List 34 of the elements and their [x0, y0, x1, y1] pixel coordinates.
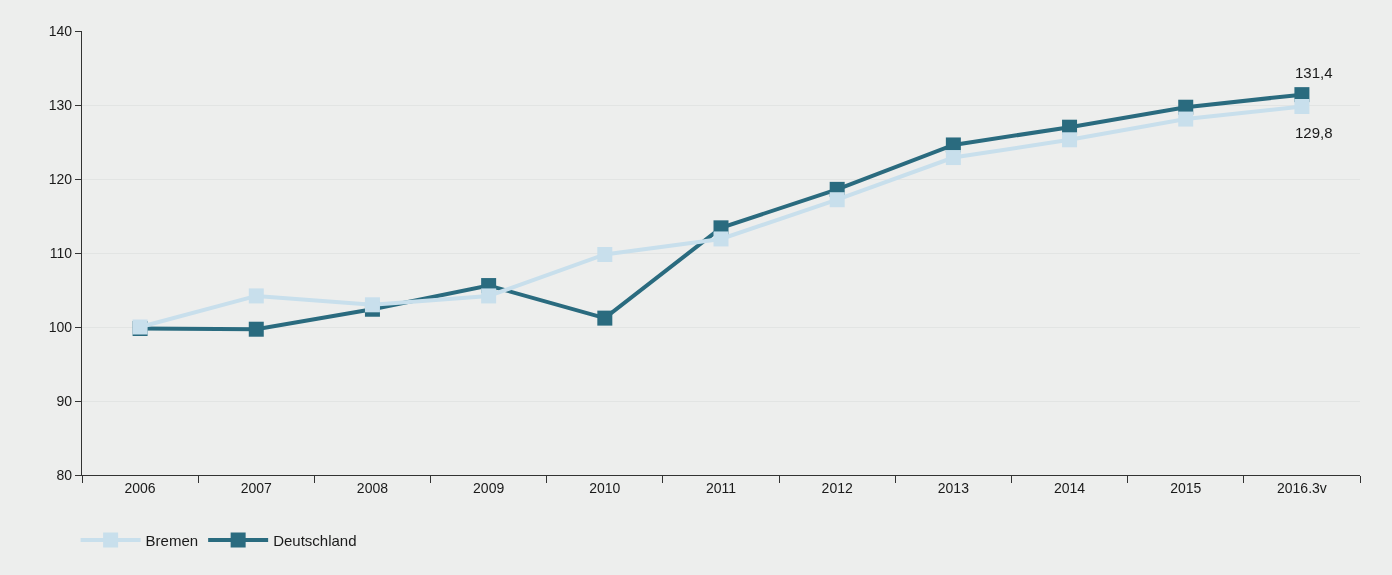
point	[597, 310, 613, 326]
legend-label: Bremen	[145, 531, 199, 549]
y-tick-label: 100	[48, 318, 73, 335]
point	[829, 192, 845, 208]
x-tick-label: 2007	[240, 479, 273, 496]
x-tick-label: 2013	[937, 479, 970, 496]
y-tick-label: 110	[49, 244, 73, 261]
x-tick-label: 2016.3v	[1277, 479, 1327, 496]
point	[248, 321, 264, 337]
point	[1178, 111, 1194, 127]
point	[597, 246, 613, 262]
x-tick-label: 2009	[473, 479, 505, 496]
x-tick-label: 2008	[356, 479, 389, 496]
point	[1062, 132, 1078, 148]
point	[713, 231, 729, 247]
y-tick-label: 90	[56, 392, 73, 409]
x-tick-label: 2014	[1053, 479, 1086, 496]
x-tick-label: 2011	[705, 479, 737, 496]
x-tick-label: 2012	[821, 479, 853, 496]
y-tick-label: 140	[48, 22, 73, 39]
x-tick-label: 2006	[124, 479, 156, 496]
point	[481, 288, 497, 304]
x-tick-label: 2015	[1170, 479, 1202, 496]
x-tick-label: 2010	[589, 479, 621, 496]
y-tick-label: 80	[56, 466, 73, 483]
point	[248, 288, 264, 304]
point	[1294, 98, 1310, 114]
y-tick-label: 120	[48, 170, 73, 187]
legend-label: Deutschland	[273, 531, 357, 549]
data-label: 129,8	[1295, 124, 1333, 141]
point	[364, 297, 380, 313]
y-tick-label: 130	[48, 96, 73, 113]
point	[945, 150, 961, 166]
data-label: 131,4	[1295, 64, 1333, 81]
